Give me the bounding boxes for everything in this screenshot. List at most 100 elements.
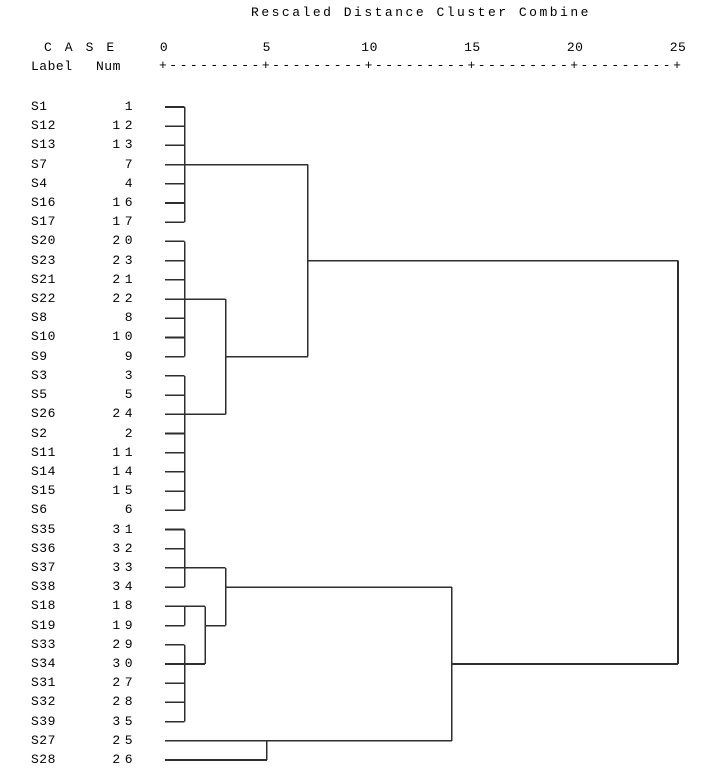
leaf-num: 18 — [112, 598, 137, 614]
leaf-num: 4 — [124, 175, 137, 191]
leaf-row: S20 20 — [0, 232, 160, 250]
leaf-label: S12 — [31, 118, 56, 134]
leaf-row: S31 27 — [0, 674, 160, 692]
leaf-num: 27 — [112, 675, 137, 691]
leaf-row: S2 2 — [0, 425, 160, 443]
leaf-num: 8 — [124, 310, 137, 326]
leaf-num: 14 — [112, 463, 137, 479]
leaf-num: 30 — [112, 655, 137, 671]
column-header-label: Label — [31, 59, 73, 74]
leaf-row: S39 35 — [0, 713, 160, 731]
leaf-num: 11 — [112, 444, 137, 460]
leaf-row: S17 17 — [0, 213, 160, 231]
leaf-label: S17 — [31, 214, 56, 230]
leaf-num: 21 — [112, 271, 137, 287]
leaf-num: 24 — [112, 406, 137, 422]
leaf-num: 16 — [112, 195, 137, 211]
leaf-label: S4 — [31, 175, 48, 191]
leaf-num: 7 — [124, 156, 137, 172]
leaf-label: S11 — [31, 444, 56, 460]
leaf-num: 25 — [112, 732, 137, 748]
leaf-row: S12 12 — [0, 117, 160, 135]
case-header: C A S E — [44, 40, 117, 55]
axis-tick-label: 15 — [464, 40, 481, 55]
leaf-label: S5 — [31, 387, 48, 403]
axis-tick-label: 10 — [361, 40, 378, 55]
leaf-num: 10 — [112, 329, 137, 345]
chart-title: Rescaled Distance Cluster Combine — [251, 5, 591, 20]
leaf-row: S15 15 — [0, 482, 160, 500]
leaf-label: S21 — [31, 271, 56, 287]
leaf-row: S3 3 — [0, 367, 160, 385]
leaf-label: S18 — [31, 598, 56, 614]
leaf-label: S32 — [31, 694, 56, 710]
leaf-num: 26 — [112, 752, 137, 767]
leaf-num: 5 — [124, 387, 137, 403]
leaf-label: S16 — [31, 195, 56, 211]
leaf-row: S8 8 — [0, 309, 160, 327]
leaf-row: S32 28 — [0, 693, 160, 711]
leaf-num: 2 — [124, 425, 137, 441]
leaf-num: 23 — [112, 252, 137, 268]
axis-tick-label: 5 — [262, 40, 271, 55]
leaf-label: S6 — [31, 502, 48, 518]
leaf-num: 17 — [112, 214, 137, 230]
leaf-label: S39 — [31, 713, 56, 729]
leaf-row: S19 19 — [0, 617, 160, 635]
leaf-num: 33 — [112, 559, 137, 575]
leaf-row: S16 16 — [0, 194, 160, 212]
leaf-row: S38 34 — [0, 578, 160, 596]
leaf-num: 31 — [112, 521, 137, 537]
leaf-label: S7 — [31, 156, 48, 172]
leaf-label: S35 — [31, 521, 56, 537]
axis-tick-label: 25 — [669, 40, 687, 55]
axis-ruler: +---------+---------+---------+---------… — [159, 58, 684, 73]
leaf-label: S36 — [31, 540, 56, 556]
leaf-row: S1 1 — [0, 98, 160, 116]
leaf-label: S10 — [31, 329, 56, 345]
leaf-label: S33 — [31, 636, 56, 652]
leaf-label: S19 — [31, 617, 56, 633]
leaf-row: S13 13 — [0, 136, 160, 154]
leaf-row: S34 30 — [0, 655, 160, 673]
leaf-label: S2 — [31, 425, 48, 441]
leaf-row: S9 9 — [0, 348, 160, 366]
leaf-row: S33 29 — [0, 636, 160, 654]
leaf-num: 13 — [112, 137, 137, 153]
leaf-label: S3 — [31, 367, 48, 383]
leaf-row: S11 11 — [0, 444, 160, 462]
column-header-num: Num — [96, 59, 121, 74]
leaf-num: 28 — [112, 694, 137, 710]
leaf-label: S13 — [31, 137, 56, 153]
leaf-num: 12 — [112, 118, 137, 134]
leaf-label: S23 — [31, 252, 56, 268]
axis-tick-label: 0 — [159, 40, 169, 55]
leaf-num: 29 — [112, 636, 137, 652]
leaf-label: S15 — [31, 483, 56, 499]
leaf-label: S8 — [31, 310, 48, 326]
leaf-label: S34 — [31, 655, 56, 671]
leaf-row: S4 4 — [0, 175, 160, 193]
leaf-label: S22 — [31, 291, 56, 307]
leaf-row: S35 31 — [0, 521, 160, 539]
leaf-row: S27 25 — [0, 732, 160, 750]
leaf-label: S37 — [31, 559, 56, 575]
leaf-row: S28 26 — [0, 751, 160, 769]
leaf-label: S9 — [31, 348, 48, 364]
leaf-num: 20 — [112, 233, 137, 249]
axis-tick-label: 20 — [566, 40, 584, 55]
leaf-row: S18 18 — [0, 597, 160, 615]
leaf-label: S28 — [31, 752, 56, 767]
leaf-row: S21 21 — [0, 271, 160, 289]
leaf-num: 1 — [124, 99, 137, 114]
leaf-row: S5 5 — [0, 386, 160, 404]
leaf-num: 19 — [112, 617, 137, 633]
leaf-label: S38 — [31, 579, 56, 595]
leaf-row: S23 23 — [0, 252, 160, 270]
leaf-num: 3 — [124, 367, 137, 383]
leaf-row: S6 6 — [0, 501, 160, 519]
leaf-num: 9 — [124, 348, 137, 364]
leaf-num: 6 — [124, 502, 137, 518]
leaf-num: 22 — [112, 291, 137, 307]
leaf-row: S10 10 — [0, 328, 160, 346]
